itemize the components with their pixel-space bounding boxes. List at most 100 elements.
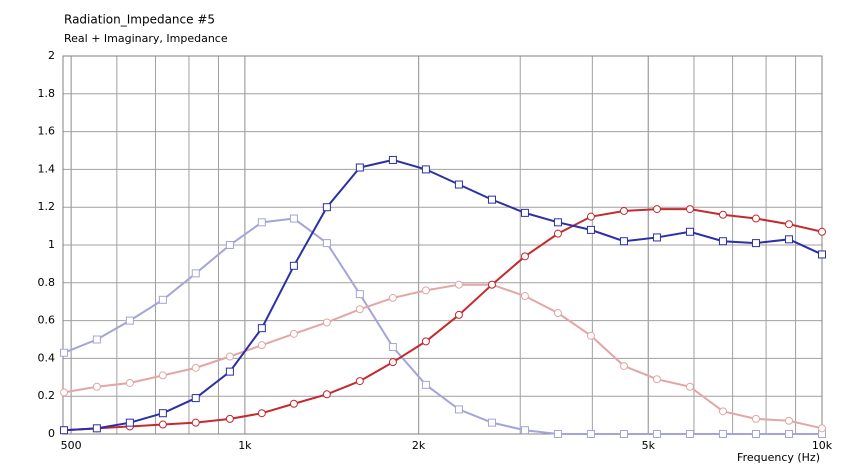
data-point	[92, 424, 101, 433]
data-point	[289, 214, 298, 223]
data-point	[60, 388, 69, 397]
data-point	[388, 155, 397, 164]
data-point	[718, 407, 727, 416]
data-point	[487, 280, 496, 289]
data-point	[818, 424, 826, 433]
x-tick-label: 500	[61, 439, 82, 452]
data-point	[191, 269, 200, 278]
data-point	[619, 237, 628, 246]
data-point	[322, 318, 331, 327]
data-point	[586, 430, 595, 438]
data-point	[355, 163, 364, 172]
y-tick-label: 0	[48, 427, 55, 440]
data-point	[225, 414, 234, 423]
x-tick-label: 10k	[812, 439, 833, 452]
data-point	[818, 250, 826, 259]
data-point	[388, 293, 397, 302]
data-point	[225, 367, 234, 376]
series-line	[63, 208, 823, 432]
data-point	[553, 309, 562, 318]
data-point	[355, 377, 364, 386]
data-point	[225, 241, 234, 249]
data-point	[454, 280, 463, 289]
data-point	[784, 416, 793, 425]
data-point	[421, 380, 430, 389]
y-tick-label: 1.2	[38, 200, 56, 213]
data-point	[191, 418, 200, 427]
data-point	[322, 239, 331, 248]
data-point	[454, 405, 463, 414]
data-point	[322, 203, 331, 212]
data-point	[355, 290, 364, 299]
data-point	[487, 418, 496, 427]
data-point	[257, 218, 266, 227]
y-tick-label: 2	[48, 49, 55, 62]
data-point	[257, 341, 266, 350]
data-point	[685, 382, 694, 391]
data-point	[619, 206, 628, 215]
data-point	[289, 399, 298, 408]
data-point	[619, 361, 628, 370]
series-line	[63, 158, 823, 432]
data-point	[586, 212, 595, 221]
data-point	[421, 165, 430, 174]
x-tick-label: 1k	[238, 439, 252, 452]
data-point	[60, 426, 69, 435]
data-point	[158, 420, 167, 429]
data-point	[125, 378, 134, 387]
data-point	[520, 252, 529, 261]
data-point	[652, 430, 661, 438]
data-point	[652, 375, 661, 384]
data-point	[355, 305, 364, 314]
data-point	[751, 214, 760, 223]
y-tick-label: 1.8	[38, 87, 56, 100]
data-point	[289, 261, 298, 270]
data-point	[454, 180, 463, 189]
data-point	[652, 233, 661, 242]
data-point	[685, 227, 694, 236]
plot-border	[62, 55, 823, 435]
y-tick-label: 1.6	[38, 125, 56, 138]
data-point	[818, 227, 826, 236]
data-point	[520, 426, 529, 435]
data-point	[520, 292, 529, 301]
data-point	[751, 414, 760, 423]
data-point	[586, 331, 595, 340]
data-point	[92, 335, 101, 344]
data-point	[454, 310, 463, 319]
data-point	[125, 418, 134, 427]
data-point	[158, 295, 167, 304]
data-point	[718, 237, 727, 246]
chart-subtitle: Real + Imaginary, Impedance	[64, 32, 228, 45]
y-tick-label: 0.2	[38, 389, 56, 402]
data-point	[751, 239, 760, 248]
y-tick-label: 1.4	[38, 162, 56, 175]
data-point	[652, 205, 661, 214]
data-point	[257, 324, 266, 333]
y-tick-label: 0.4	[38, 351, 56, 364]
data-point	[388, 343, 397, 352]
data-point	[158, 371, 167, 380]
data-point	[718, 430, 727, 438]
data-point	[125, 316, 134, 325]
data-point	[553, 218, 562, 227]
series-line	[63, 217, 822, 435]
data-point	[553, 229, 562, 238]
data-point	[784, 235, 793, 244]
data-point	[191, 394, 200, 403]
data-point	[487, 195, 496, 204]
y-tick-label: 1	[48, 238, 55, 251]
data-point	[60, 348, 69, 357]
data-point	[191, 363, 200, 372]
data-point	[289, 329, 298, 338]
data-point	[685, 205, 694, 214]
data-point	[322, 390, 331, 399]
data-point	[553, 430, 562, 438]
data-point	[784, 430, 793, 438]
data-point	[751, 430, 760, 438]
data-point	[421, 337, 430, 346]
data-point	[421, 286, 430, 295]
data-point	[520, 208, 529, 217]
data-point	[619, 430, 628, 438]
